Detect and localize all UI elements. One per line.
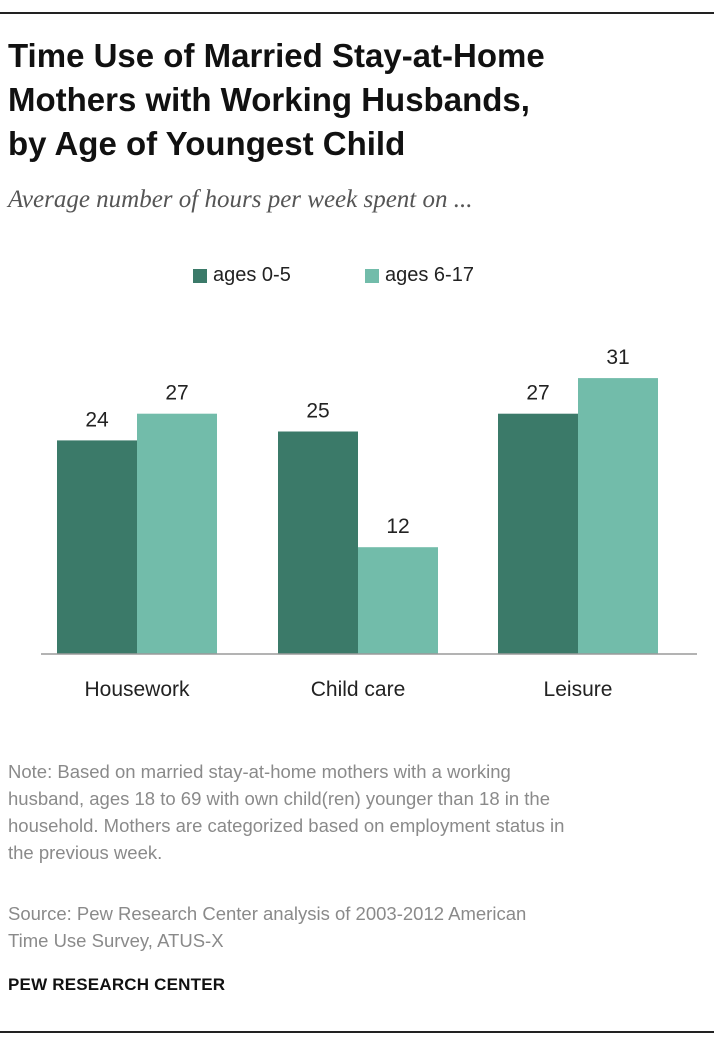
bar-child-care-ages-6-17 — [358, 547, 438, 654]
note-line-2: husband, ages 18 to 69 with own child(re… — [8, 788, 551, 809]
brand-label: PEW RESEARCH CENTER — [8, 975, 226, 994]
bar-leisure-ages-6-17 — [578, 378, 658, 654]
data-label-housework-ages-6-17: 27 — [165, 382, 188, 405]
bar-housework-ages-6-17 — [137, 413, 217, 654]
title-line-3: by Age of Youngest Child — [8, 125, 406, 162]
bottom-rule — [0, 1031, 714, 1033]
chart-subtitle: Average number of hours per week spent o… — [8, 186, 473, 213]
legend-item-ages-0-5: ages 0-5 — [193, 264, 291, 287]
legend-swatch-ages-0-5 — [193, 268, 207, 283]
bar-leisure-ages-0-5 — [498, 413, 578, 654]
source-line-1: Source: Pew Research Center analysis of … — [8, 903, 527, 924]
data-label-housework-ages-0-5: 24 — [85, 408, 109, 431]
legend-swatch-ages-6-17 — [365, 268, 379, 283]
category-label-child-care: Child care — [311, 678, 406, 701]
category-label-leisure: Leisure — [544, 678, 613, 701]
chart-title: Time Use of Married Stay-at-Home Mothers… — [8, 34, 708, 166]
legend-label-ages-0-5: ages 0-5 — [213, 264, 291, 286]
title-line-2: Mothers with Working Husbands, — [8, 81, 530, 118]
data-label-child-care-ages-6-17: 12 — [386, 515, 409, 538]
note-line-1: Note: Based on married stay-at-home moth… — [8, 761, 511, 782]
bar-housework-ages-0-5 — [57, 440, 137, 654]
bar-child-care-ages-0-5 — [278, 431, 358, 654]
note-line-3: household. Mothers are categorized based… — [8, 815, 565, 836]
data-label-leisure-ages-6-17: 31 — [606, 346, 629, 369]
data-label-leisure-ages-0-5: 27 — [526, 382, 549, 405]
data-label-child-care-ages-0-5: 25 — [306, 400, 329, 423]
source-line-2: Time Use Survey, ATUS-X — [8, 930, 224, 951]
bar-chart: 24 27 Housework 25 12 Child care 27 31 Leisure — [41, 346, 697, 701]
legend: ages 0-5 ages 6-17 — [0, 264, 720, 288]
top-rule — [0, 12, 714, 14]
source: Source: Pew Research Center analysis of … — [8, 900, 708, 954]
title-line-1: Time Use of Married Stay-at-Home — [8, 37, 545, 74]
category-label-housework: Housework — [84, 678, 190, 701]
legend-item-ages-6-17: ages 6-17 — [365, 264, 474, 287]
legend-label-ages-6-17: ages 6-17 — [385, 264, 474, 286]
note-line-4: the previous week. — [8, 842, 163, 863]
note: Note: Based on married stay-at-home moth… — [8, 758, 708, 866]
